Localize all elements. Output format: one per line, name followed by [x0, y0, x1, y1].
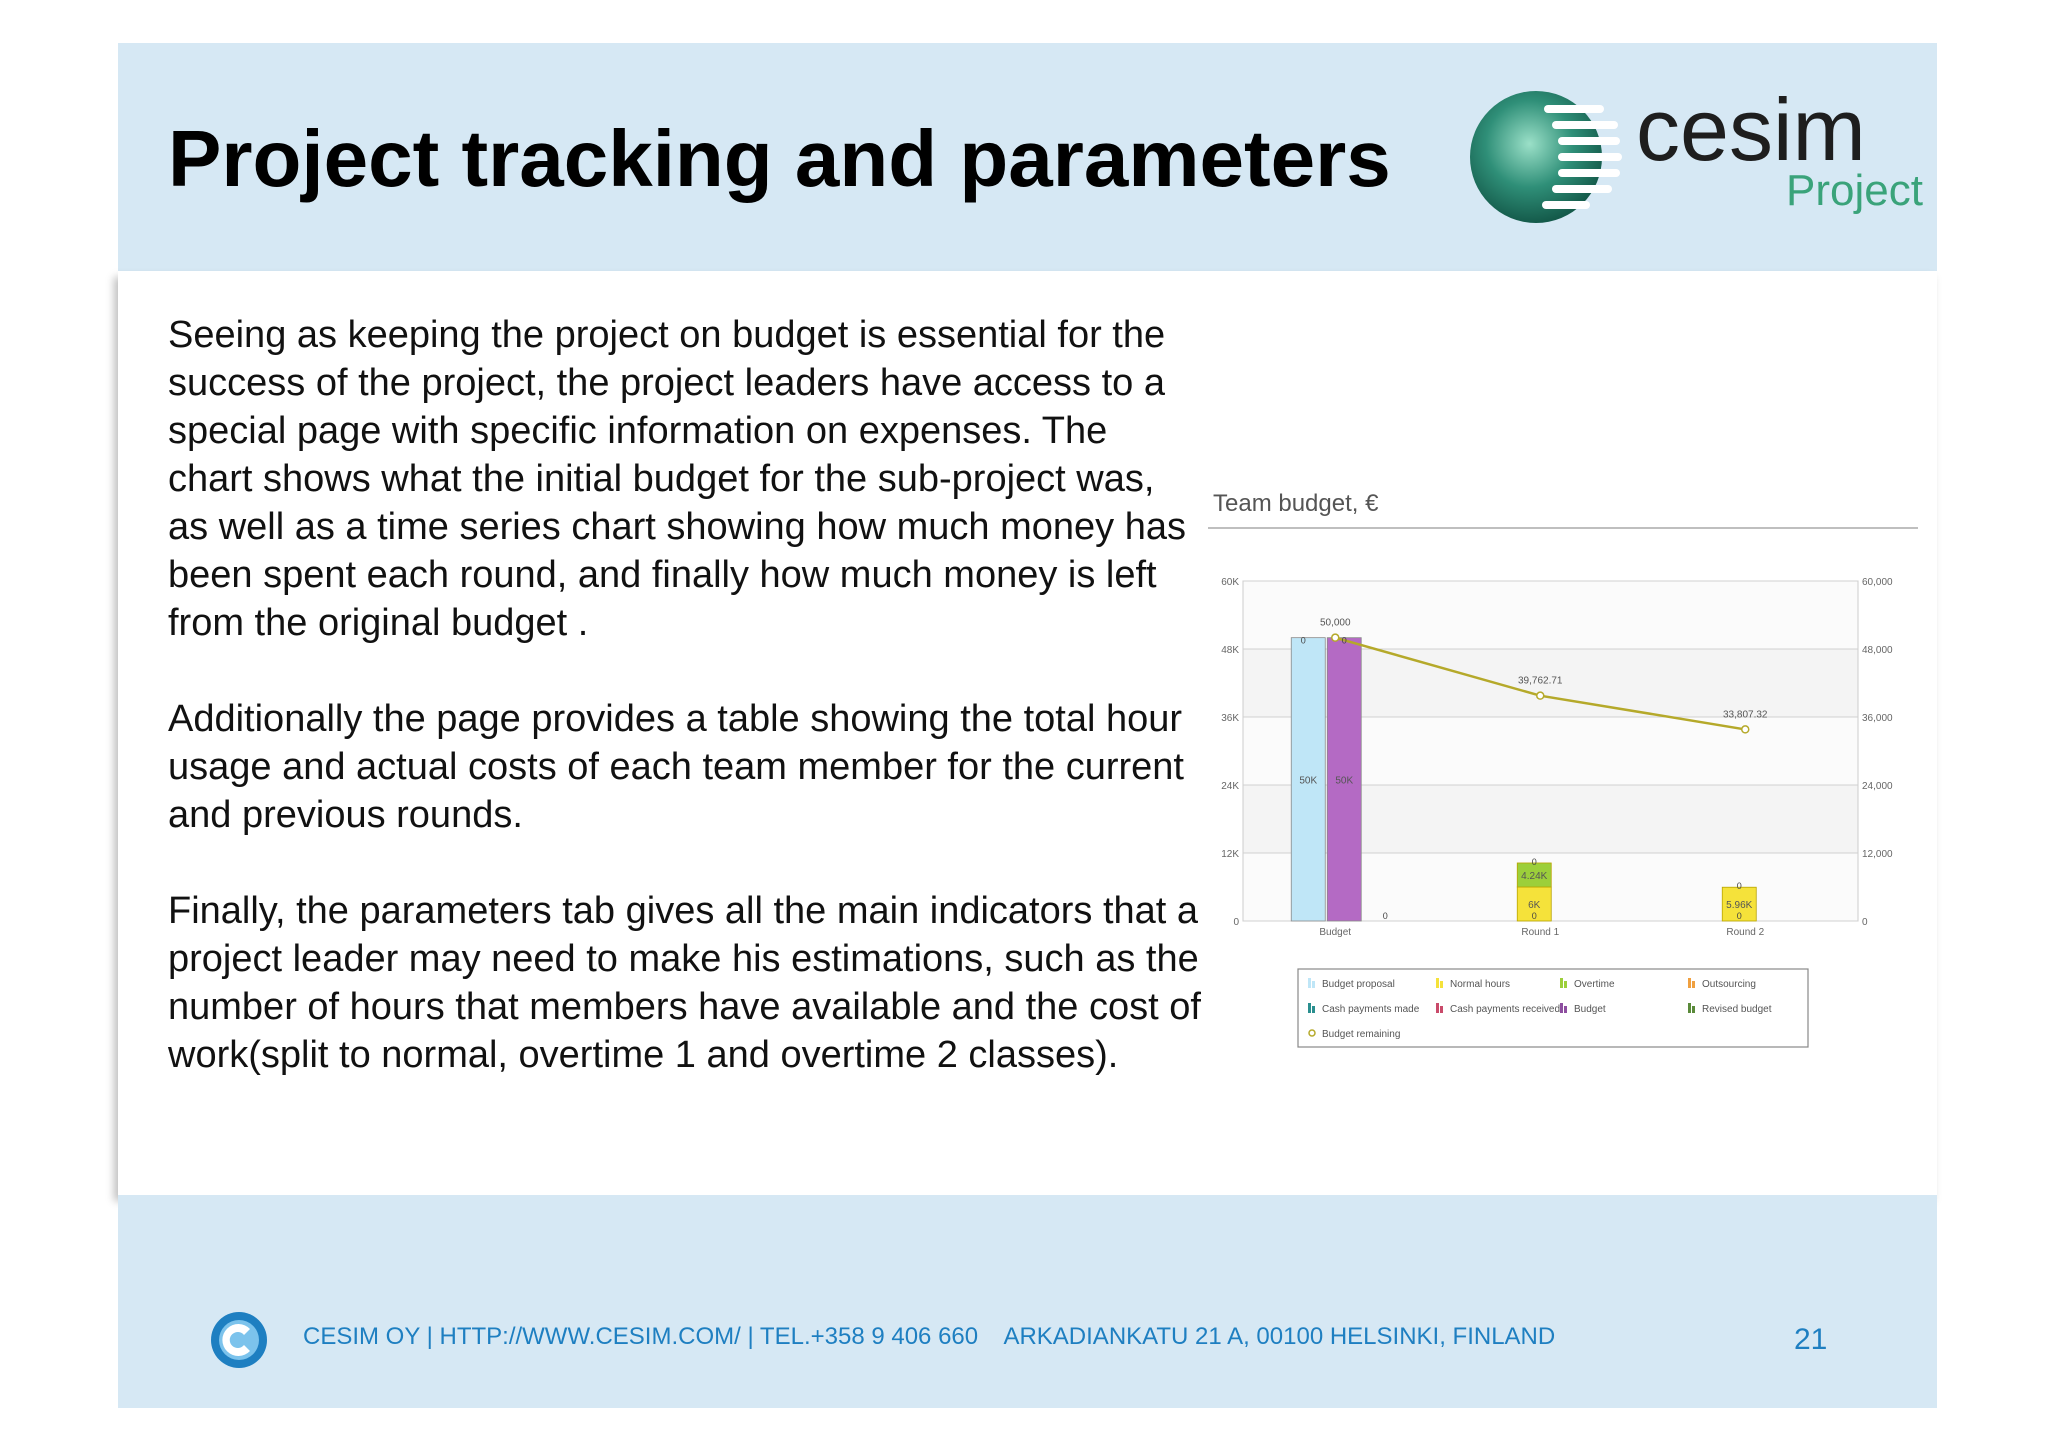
zero-label: 0 — [1342, 636, 1347, 646]
line-point — [1536, 691, 1545, 700]
x-tick-label: Round 2 — [1726, 927, 1764, 938]
legend-swatch — [1308, 978, 1311, 988]
legend-swatch — [1560, 1003, 1563, 1013]
chart-legend: Budget proposal Normal hours Overtime Outso… — [1297, 968, 1809, 1048]
legend-swatch — [1436, 1003, 1439, 1013]
legend-entry: Cash payments received — [1450, 1004, 1560, 1015]
bar — [1721, 886, 1757, 922]
zero-label: 0 — [1737, 881, 1742, 891]
legend-swatch — [1688, 978, 1691, 988]
y-tick-right: 0 — [1862, 917, 1868, 928]
legend-swatch — [1692, 1006, 1695, 1013]
paragraph-parameters: Finally, the parameters tab gives all th… — [168, 890, 1201, 1076]
y-tick-right: 24,000 — [1862, 781, 1893, 792]
zero-label: 0 — [1301, 636, 1306, 646]
legend-entry: Budget — [1574, 1004, 1606, 1015]
line-point — [1331, 633, 1340, 642]
footer-contact-text: CESIM OY | HTTP://WWW.CESIM.COM/ | TEL.+… — [303, 1323, 1556, 1350]
chart-line — [1331, 633, 1750, 734]
chart-title: Team budget, € — [1213, 490, 1379, 517]
legend-swatch — [1564, 981, 1567, 988]
paragraph-budget: Seeing as keeping the project on budget … — [168, 314, 1187, 644]
x-tick-label: Round 1 — [1521, 927, 1559, 938]
y-tick-right: 48,000 — [1862, 645, 1893, 656]
bar — [1516, 862, 1552, 888]
legend-swatch — [1312, 981, 1315, 988]
legend-box — [1297, 968, 1809, 1048]
page-number: 21 — [1794, 1323, 1828, 1356]
y-tick-left: 0 — [1233, 917, 1239, 928]
legend-entry: Revised budget — [1702, 1004, 1772, 1015]
legend-entry: Budget proposal — [1322, 979, 1395, 990]
chart-labels: Budget Round 1 Round 250K050K006K4.24K005.… — [1299, 618, 1768, 938]
zero-label: 0 — [1737, 911, 1742, 921]
x-tick-label: Budget — [1319, 927, 1351, 938]
y-tick-left: 12K — [1221, 849, 1239, 860]
bar-value-label: 50K — [1299, 775, 1317, 786]
logo-product-text: Project — [1786, 166, 1923, 215]
slide-footer: CESIM OY | HTTP://WWW.CESIM.COM/ | TEL.+… — [118, 1195, 1937, 1408]
bar-value-label: 6K — [1528, 900, 1541, 911]
line-value-label: 50,000 — [1320, 618, 1351, 629]
slide-content: Seeing as keeping the project on budget … — [118, 271, 1937, 1195]
zero-label: 0 — [1532, 911, 1537, 921]
y-tick-right: 60,000 — [1862, 577, 1893, 588]
bar — [1516, 886, 1552, 922]
chart-bars — [1290, 637, 1757, 922]
slide-header: Project tracking and parameters cesim — [118, 43, 1937, 271]
legend-swatch — [1312, 1006, 1315, 1013]
team-budget-chart: Team budget, € 0 0 12K 12,000 24K 24,000 36K 36… — [1208, 490, 1918, 1048]
legend-swatch — [1440, 981, 1443, 988]
slide-title: Project tracking and parameters — [168, 114, 1391, 203]
line-point — [1741, 725, 1750, 734]
legend-swatch — [1436, 978, 1439, 988]
legend-entry: Overtime — [1574, 979, 1615, 990]
cesim-circle-icon — [211, 1312, 267, 1368]
logo-brand-text: cesim — [1636, 80, 1866, 179]
cesim-project-logo: cesim Project — [1470, 80, 1923, 223]
bar — [1290, 637, 1326, 922]
zero-label: 0 — [1532, 857, 1537, 867]
legend-swatch — [1688, 1003, 1691, 1013]
bar-value-label: 50K — [1335, 775, 1353, 786]
legend-swatch — [1308, 1029, 1316, 1037]
paragraph-table: Additionally the page provides a table s… — [168, 698, 1184, 836]
legend-swatch — [1440, 1006, 1443, 1013]
line-value-label: 33,807.32 — [1723, 709, 1768, 720]
body-text: Seeing as keeping the project on budget … — [168, 311, 1278, 1127]
bar — [1326, 637, 1362, 922]
zero-label: 0 — [1383, 911, 1388, 921]
legend-swatch — [1564, 1006, 1567, 1013]
legend-entry: Budget remaining — [1322, 1029, 1400, 1040]
legend-swatch — [1692, 981, 1695, 988]
y-tick-left: 48K — [1221, 645, 1239, 656]
legend-entry: Normal hours — [1450, 979, 1510, 990]
bar-value-label: 5.96K — [1726, 900, 1752, 911]
y-tick-right: 36,000 — [1862, 713, 1893, 724]
y-tick-left: 24K — [1221, 781, 1239, 792]
y-tick-left: 36K — [1221, 713, 1239, 724]
bar-value-label: 4.24K — [1521, 871, 1547, 882]
y-tick-left: 60K — [1221, 577, 1239, 588]
legend-entry: Outsourcing — [1702, 979, 1756, 990]
line-value-label: 39,762.71 — [1518, 676, 1563, 687]
y-tick-right: 12,000 — [1862, 849, 1893, 860]
slide: Project tracking and parameters cesim — [118, 43, 1937, 1408]
legend-swatch — [1308, 1003, 1311, 1013]
legend-entry: Cash payments made — [1322, 1004, 1420, 1015]
legend-swatch — [1560, 978, 1563, 988]
